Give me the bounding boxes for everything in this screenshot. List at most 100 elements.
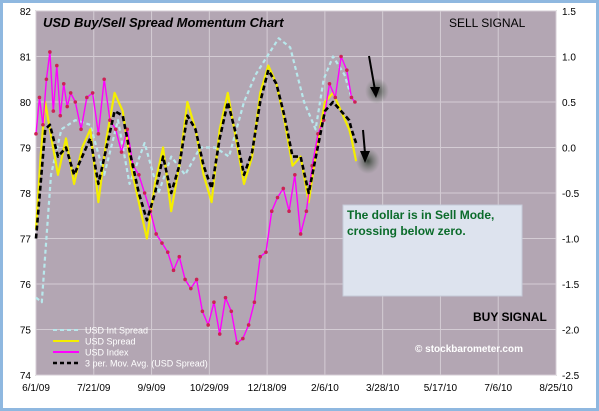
usd-index-point	[304, 209, 309, 213]
y-left-tick-label: 78	[20, 189, 32, 200]
usd-index-point	[96, 132, 101, 136]
y-right-tick-label: -1.0	[562, 235, 580, 246]
x-tick-label: 3/28/10	[366, 383, 400, 394]
usd-index-point	[189, 286, 193, 291]
down-arrow-bottom	[362, 129, 366, 154]
usd-index-point	[160, 241, 164, 245]
usd-index-point	[339, 54, 343, 59]
usd-index-point	[102, 77, 106, 82]
usd-index-point	[61, 82, 66, 86]
usd-index-point	[258, 254, 262, 259]
usd-index-point	[223, 295, 228, 300]
y-right-tick-label: 0.5	[562, 98, 576, 109]
usd-index-point	[345, 68, 349, 72]
usd-index-point	[217, 332, 222, 336]
usd-index-point	[142, 191, 147, 195]
x-tick-label: 7/6/10	[484, 383, 512, 394]
series-line-3-per-mov-avg-usd-spread	[34, 68, 358, 239]
usd-index-point	[154, 232, 158, 236]
usd-index-point	[165, 250, 170, 254]
down-arrow-top	[368, 55, 376, 91]
usd-index-point	[58, 113, 63, 118]
usd-index-point	[287, 209, 291, 213]
usd-index-point	[264, 250, 268, 254]
usd-index-point	[293, 173, 297, 177]
x-tick-label: 7/21/09	[77, 383, 111, 394]
usd-index-point	[281, 186, 286, 191]
usd-index-point	[252, 300, 257, 305]
usd-index-point	[137, 173, 141, 177]
usd-index-point	[229, 309, 234, 314]
legend-label: USD Int Spread	[85, 326, 148, 336]
buy-signal-label: BUY SIGNAL	[473, 310, 547, 324]
usd-index-point	[353, 100, 357, 104]
usd-index-point	[316, 132, 320, 136]
x-tick-label: 9/9/09	[138, 383, 166, 394]
down-arrow-bottom-head	[360, 151, 370, 163]
chart-title: USD Buy/Sell Spread Momentum Chart	[43, 15, 284, 30]
usd-index-point	[298, 232, 303, 236]
usd-index-point	[44, 77, 49, 82]
usd-index-point	[51, 109, 56, 113]
y-right-tick-label: -1.5	[562, 280, 580, 291]
usd-index-point	[327, 82, 332, 86]
usd-index-point	[79, 127, 83, 132]
note-box	[342, 204, 523, 297]
x-axis: 6/1/09 7/21/09 9/9/09 10/29/09 12/18/09 2/6/1…	[22, 383, 573, 394]
usd-index-point	[48, 50, 52, 54]
usd-index-point	[68, 91, 73, 95]
usd-index-point	[119, 150, 124, 154]
y-left-tick-label: 82	[20, 7, 32, 18]
usd-index-point	[321, 118, 326, 122]
usd-index-point	[241, 336, 245, 341]
x-tick-label: 12/18/09	[248, 383, 287, 394]
usd-index-point	[206, 323, 210, 327]
y-right-axis: -2.5 -2.0 -1.5 -1.0 -0.5 0.0 0.5 1.0 1.5	[562, 7, 580, 382]
x-tick-label: 2/6/10	[311, 383, 339, 394]
y-left-tick-label: 75	[20, 326, 32, 337]
y-left-tick-label: 81	[20, 53, 32, 64]
y-right-tick-label: 1.0	[562, 53, 576, 64]
y-right-tick-label: -2.0	[562, 326, 580, 337]
usd-index-point	[200, 309, 205, 314]
usd-index-point	[34, 132, 38, 136]
usd-index-point	[183, 277, 187, 282]
series-layer	[34, 37, 358, 345]
y-right-tick-label: 1.5	[562, 7, 576, 18]
usd-index-point	[41, 122, 45, 127]
usd-index-point	[108, 118, 112, 122]
note-text: The dollar is in Sell Mode, crossing bel…	[347, 208, 498, 238]
usd-index-point	[246, 323, 251, 327]
usd-index-point	[73, 100, 78, 104]
usd-index-point	[177, 254, 182, 259]
usd-index-point	[194, 277, 199, 282]
x-tick-label: 5/17/10	[424, 383, 458, 394]
usd-index-point	[113, 127, 118, 132]
x-tick-label: 10/29/09	[190, 383, 229, 394]
usd-index-point	[37, 95, 42, 100]
x-tick-label: 6/1/09	[22, 383, 50, 394]
usd-index-point	[212, 300, 216, 305]
y-left-tick-label: 76	[20, 280, 32, 291]
usd-index-point	[275, 195, 280, 200]
x-tick-label: 8/25/10	[539, 383, 573, 394]
usd-index-point	[85, 95, 89, 100]
usd-index-point	[269, 209, 274, 213]
usd-index-point	[55, 63, 59, 68]
legend-label: USD Spread	[85, 337, 136, 347]
down-arrow-top-head	[370, 87, 380, 98]
watermark: © stockbarometer.com	[415, 344, 523, 355]
y-left-axis: 74 75 76 77 78 79 80 81 82	[20, 7, 32, 382]
chart-svg: 74 75 76 77 78 79 80 81 82 -2.5 -2.0 -1.5 -1.0 -0.5 0…	[20, 7, 580, 394]
y-left-tick-label: 77	[20, 235, 32, 246]
y-right-tick-label: 0.0	[562, 144, 576, 155]
y-right-tick-label: -2.5	[562, 371, 580, 382]
y-right-tick-label: -0.5	[562, 189, 580, 200]
y-left-tick-label: 74	[20, 371, 32, 382]
usd-index-point	[333, 95, 338, 100]
usd-index-point	[235, 341, 239, 345]
y-left-tick-label: 80	[20, 98, 32, 109]
usd-index-point	[65, 104, 69, 109]
